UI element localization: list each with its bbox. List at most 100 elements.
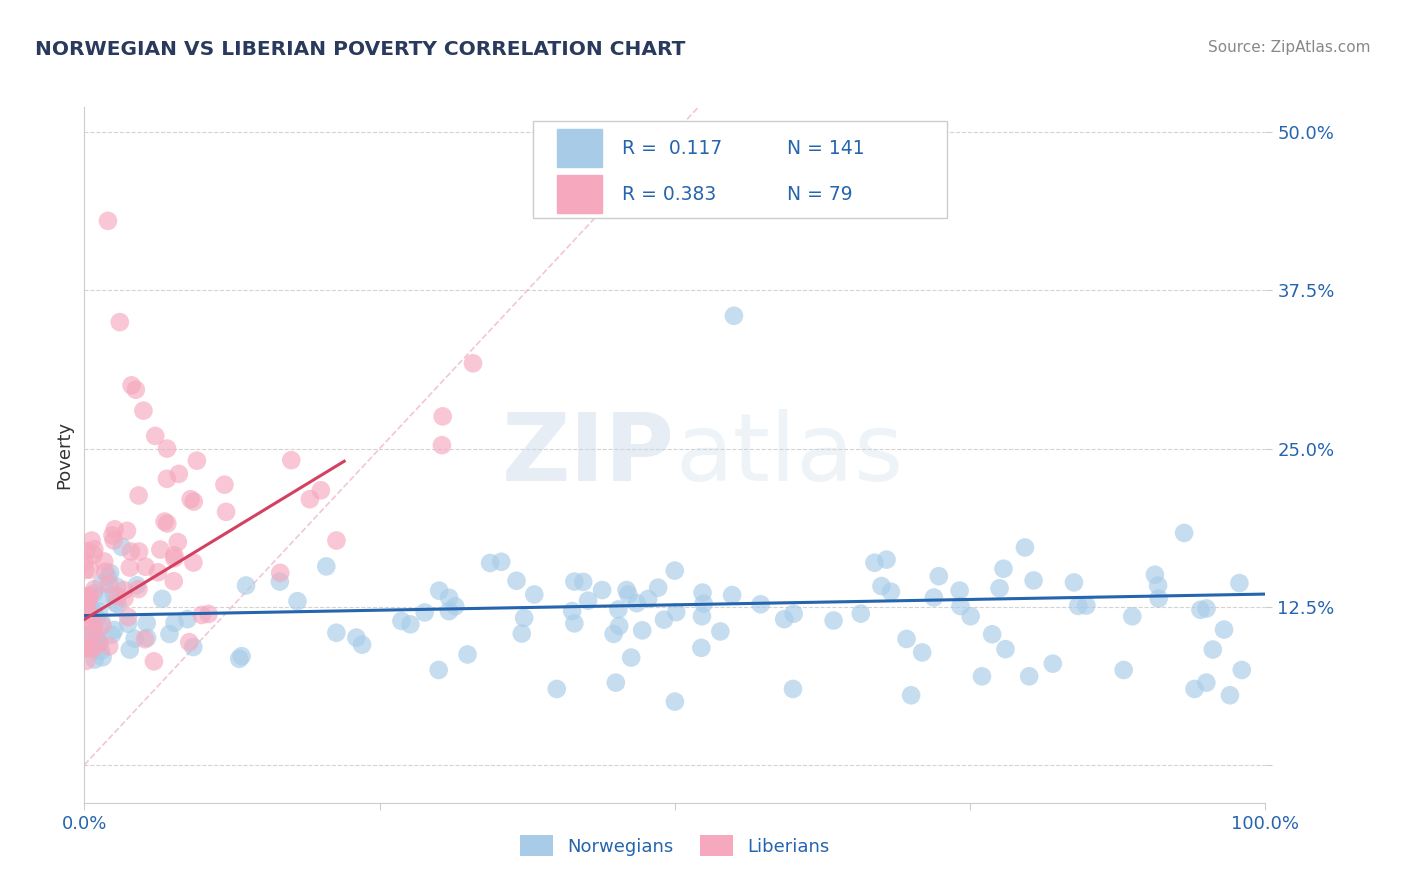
Point (561, 604, 583, 618)
Point (605, 675, 627, 690)
Point (993, 562, 1015, 576)
Point (75, 628, 97, 642)
Point (104, 522, 127, 536)
Point (75, 607, 97, 622)
Point (136, 631, 159, 645)
Point (156, 442, 179, 456)
Point (76, 604, 98, 618)
Point (591, 583, 613, 598)
Point (461, 356, 484, 370)
FancyBboxPatch shape (557, 129, 602, 168)
Point (90, 614, 112, 628)
Point (82, 629, 104, 643)
Text: NORWEGIAN VS LIBERIAN POVERTY CORRELATION CHART: NORWEGIAN VS LIBERIAN POVERTY CORRELATIO… (35, 40, 686, 59)
Point (82, 620, 104, 634)
Text: N = 141: N = 141 (787, 139, 865, 158)
Point (80, 533, 103, 548)
Point (75, 641, 97, 656)
Point (111, 540, 134, 554)
Point (607, 602, 630, 616)
Point (900, 688, 922, 702)
Point (163, 574, 186, 589)
Point (602, 627, 624, 641)
Point (214, 477, 236, 491)
Point (988, 582, 1011, 596)
Point (631, 624, 654, 638)
Point (143, 429, 166, 443)
Point (83, 607, 105, 621)
Point (104, 596, 127, 610)
Point (83, 582, 105, 597)
Point (652, 613, 675, 627)
Point (389, 614, 412, 628)
Point (870, 579, 893, 593)
Point (121, 378, 143, 392)
Y-axis label: Poverty: Poverty (55, 421, 73, 489)
Point (1229, 576, 1251, 591)
Point (325, 625, 347, 640)
Point (75, 607, 97, 621)
Point (186, 453, 208, 467)
Point (1195, 601, 1218, 615)
Point (970, 669, 993, 683)
Point (690, 609, 713, 624)
Point (183, 640, 205, 654)
Point (117, 610, 139, 624)
Point (76, 544, 98, 558)
Point (949, 599, 972, 613)
Point (523, 587, 546, 601)
Point (86, 628, 108, 642)
Point (880, 584, 903, 599)
Point (98, 577, 121, 591)
Point (437, 604, 460, 618)
Point (82, 605, 104, 619)
Text: R = 0.383: R = 0.383 (621, 185, 716, 203)
Point (352, 638, 374, 652)
Point (73, 555, 96, 569)
FancyBboxPatch shape (557, 175, 602, 213)
Point (620, 650, 643, 665)
Point (1014, 541, 1036, 555)
Point (94, 565, 117, 579)
Point (75, 563, 97, 577)
Point (215, 505, 238, 519)
Point (692, 585, 714, 599)
Point (97, 214, 120, 228)
Point (87, 634, 110, 648)
Point (1195, 675, 1218, 690)
Point (491, 555, 513, 569)
Point (79, 563, 101, 577)
Point (79, 599, 101, 614)
Point (97, 570, 120, 584)
Point (107, 589, 129, 603)
Point (118, 560, 141, 574)
Point (183, 494, 205, 508)
Point (1022, 574, 1045, 588)
Point (98, 566, 121, 580)
Point (1202, 642, 1225, 657)
Point (399, 617, 422, 632)
Point (1184, 681, 1206, 696)
Point (665, 605, 688, 619)
Point (287, 594, 309, 608)
Point (83, 606, 105, 620)
Text: atlas: atlas (675, 409, 903, 501)
Point (163, 615, 186, 630)
Point (1063, 575, 1085, 590)
Point (183, 556, 205, 570)
Point (166, 535, 188, 549)
Point (135, 559, 157, 574)
Point (1230, 663, 1253, 677)
Point (505, 574, 527, 588)
Point (849, 607, 872, 621)
Point (91, 650, 114, 665)
Point (125, 578, 148, 592)
Point (269, 574, 291, 589)
Point (125, 383, 148, 397)
Point (105, 580, 128, 594)
Point (647, 581, 669, 595)
Point (101, 627, 124, 641)
Point (1147, 591, 1170, 606)
Point (127, 582, 149, 596)
Point (616, 582, 638, 597)
